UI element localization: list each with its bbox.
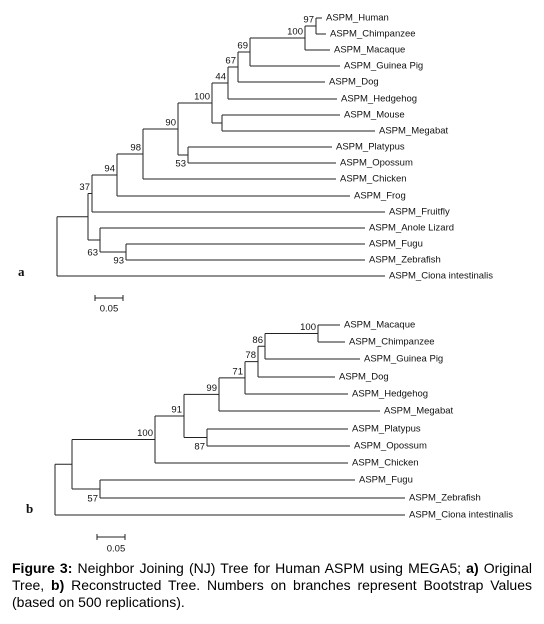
leaf-label: ASPM_Opossum (340, 158, 413, 169)
bootstrap-value: 100 (137, 428, 153, 439)
leaf-label: ASPM_Frog (354, 191, 406, 202)
bootstrap-value: 90 (165, 118, 176, 129)
bootstrap-value: 57 (87, 494, 98, 505)
caption-text: Original Tree, (12, 560, 532, 593)
panel-label: a (18, 264, 25, 279)
leaf-label: ASPM_Macaque (334, 45, 405, 56)
bootstrap-value: 99 (206, 383, 217, 394)
bootstrap-value: 100 (194, 92, 210, 103)
scale-label: 0.05 (100, 304, 119, 315)
leaf-label: ASPM_Chimpanzee (349, 337, 435, 348)
bootstrap-value: 53 (175, 159, 186, 170)
bootstrap-value: 93 (113, 256, 124, 267)
leaf-label: ASPM_Fugu (359, 475, 413, 486)
bootstrap-value: 63 (87, 248, 98, 259)
leaf-label: ASPM_Hedgehog (341, 94, 417, 105)
bootstrap-value: 86 (252, 335, 263, 346)
leaf-label: ASPM_Macaque (344, 320, 415, 331)
leaf-label: ASPM_Chicken (352, 458, 419, 469)
leaf-label: ASPM_Guinea Pig (344, 61, 423, 72)
leaf-label: ASPM_Fugu (369, 239, 423, 250)
caption-label: a) (466, 560, 479, 576)
leaf-label: ASPM_Human (326, 13, 389, 24)
bootstrap-value: 44 (215, 72, 226, 83)
leaf-label: ASPM_Chimpanzee (330, 29, 416, 40)
bootstrap-value: 37 (79, 182, 90, 193)
figure: a b 0.05 0.05 ASPM_Human ASPM_Chimpanzee A… (18, 13, 513, 555)
caption-text: Neighbor Joining (NJ) Tree for Human ASP… (77, 560, 462, 576)
bootstrap-value: 97 (303, 15, 314, 26)
leaf-label: ASPM_Dog (339, 372, 389, 383)
bootstrap-value: 98 (130, 143, 141, 154)
bootstrap-value: 100 (300, 322, 316, 333)
caption: Figure 3: Neighbor Joining (NJ) Tree for… (12, 560, 532, 611)
leaf-label: ASPM_Ciona intestinalis (409, 510, 513, 521)
leaf-label: ASPM_Hedgehog (352, 389, 428, 400)
panel-label: b (26, 501, 33, 516)
leaf-label: ASPM_Platypus (352, 424, 421, 435)
leaf-label: ASPM_Chicken (340, 174, 407, 185)
bootstrap-value: 100 (287, 27, 303, 38)
bootstrap-value: 78 (245, 350, 256, 361)
leaf-label: ASPM_Megabat (384, 406, 454, 417)
bootstrap-value: 87 (194, 442, 205, 453)
leaf-label: ASPM_Platypus (336, 142, 405, 153)
leaf-label: ASPM_Guinea Pig (364, 354, 443, 365)
leaf-label: ASPM_Megabat (379, 126, 449, 137)
caption-text: Reconstructed Tree. Numbers on branches … (12, 577, 533, 610)
leaf-label: ASPM_Anole Lizard (369, 223, 454, 234)
leaf-label: ASPM_Mouse (344, 110, 405, 121)
caption-label: b) (51, 577, 65, 593)
leaf-label: ASPM_Opossum (354, 441, 427, 452)
bootstrap-value: 91 (171, 404, 182, 415)
leaf-label: ASPM_Ciona intestinalis (389, 271, 493, 282)
scale-label: 0.05 (107, 544, 126, 555)
leaf-label: ASPM_Zebrafish (369, 255, 441, 266)
leaf-label: ASPM_Fruitfly (389, 207, 450, 218)
leaf-label: ASPM_Dog (329, 77, 379, 88)
leaf-label: ASPM_Zebrafish (409, 493, 481, 504)
bootstrap-value: 94 (104, 164, 115, 175)
caption-label: Figure 3: (12, 560, 73, 576)
bootstrap-value: 67 (225, 56, 236, 67)
bootstrap-value: 71 (232, 366, 243, 377)
bootstrap-value: 69 (237, 41, 248, 52)
